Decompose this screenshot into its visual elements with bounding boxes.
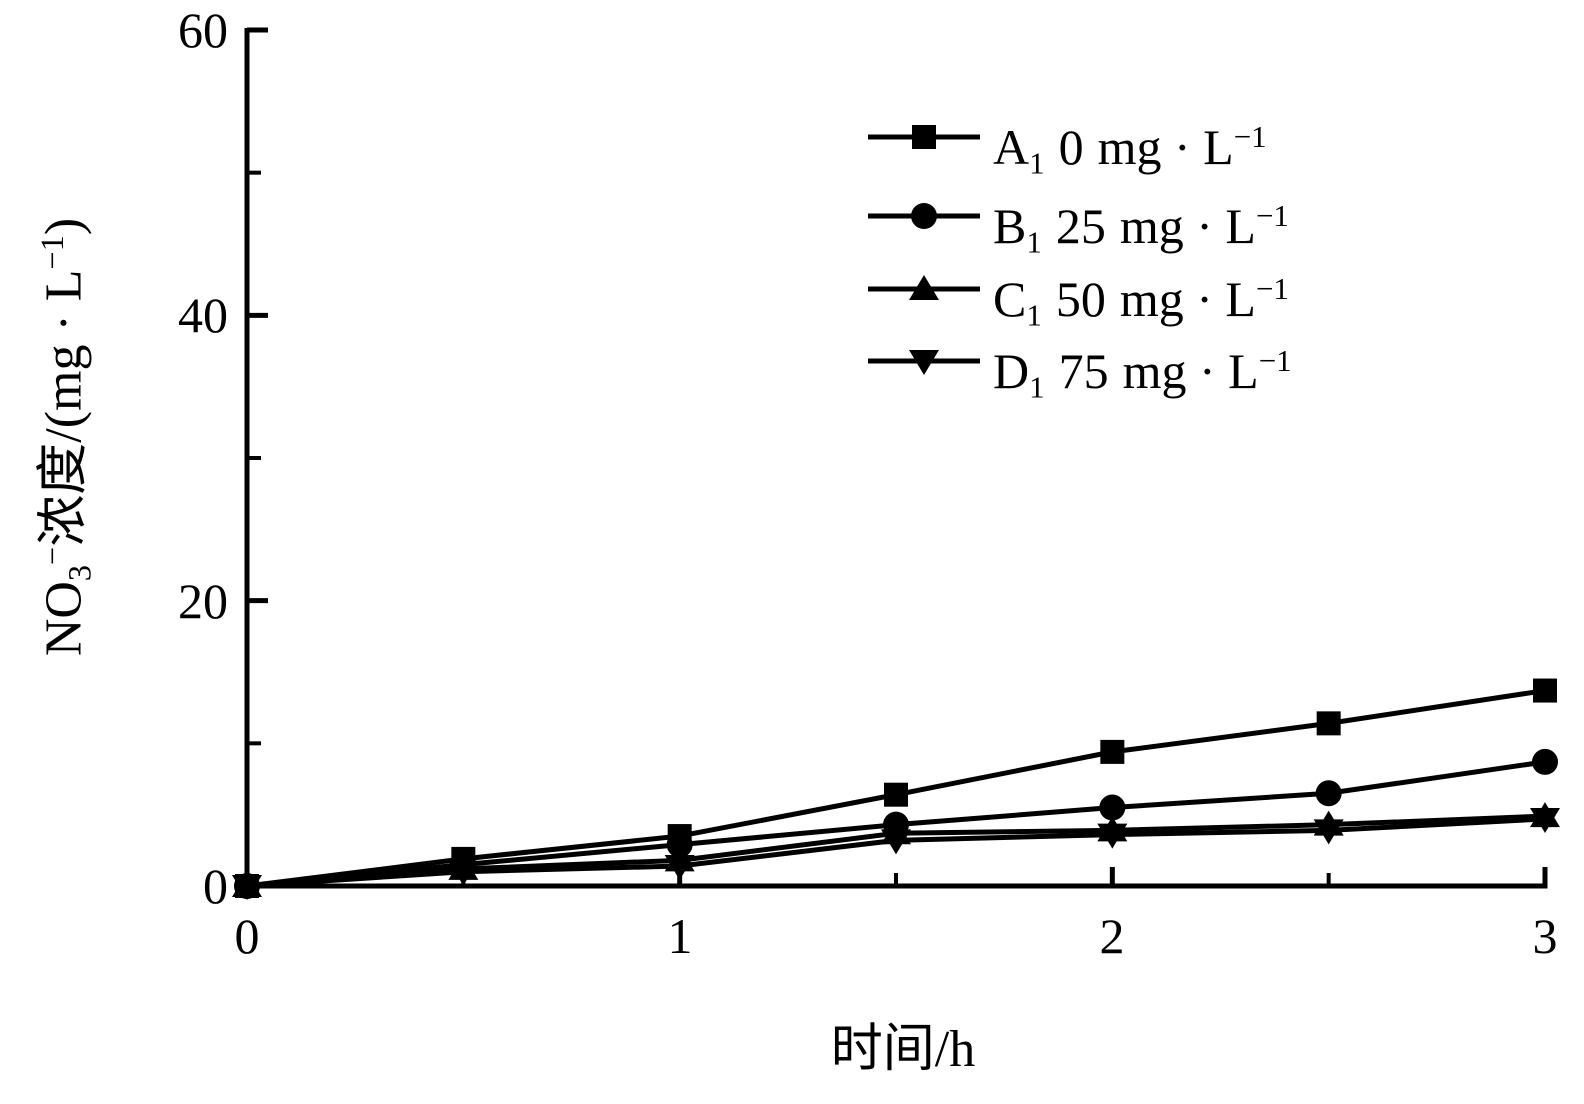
legend-marker-c1-triangle-up-icon (909, 275, 939, 300)
series-marker-b1-circle-icon (1532, 748, 1558, 775)
legend-series-subscript: 1 (1029, 369, 1045, 405)
y-title-unit-superscript: −1 (34, 235, 70, 270)
y-axis-tick-label-0: 0 (203, 858, 228, 914)
series-marker-d1-triangle-down-icon (448, 860, 479, 886)
y-axis-tick-label-40: 40 (178, 287, 228, 343)
x-axis-title: 时间/h (830, 1021, 976, 1078)
legend-unit: mg · L (1119, 271, 1256, 328)
legend-marker-d1-triangle-down-icon (909, 350, 939, 375)
legend-series-subscript: 1 (1026, 224, 1042, 260)
legend-unit-superscript: −1 (1255, 198, 1289, 233)
x-axis-tick-label-0: 0 (234, 908, 260, 964)
y-axis-tick-label-20: 20 (178, 573, 228, 629)
legend-item-d1: D1 75 mg · L−1 (993, 331, 1292, 417)
series-marker-a1-square-icon (884, 782, 908, 807)
series-marker-a1-square-icon (1316, 711, 1341, 736)
series-marker-d1-triangle-down-icon (232, 875, 262, 900)
y-title-close-paren: ) (35, 217, 93, 236)
series-marker-d1-triangle-down-icon (1097, 823, 1128, 849)
legend-amount: 50 (1055, 271, 1106, 328)
legend-series-subscript: 1 (1026, 297, 1042, 333)
legend-unit-superscript: −1 (1233, 119, 1267, 154)
legend-series-letter: C (993, 271, 1027, 328)
legend-item-a1: A1 0 mg · L−1 (993, 107, 1267, 193)
legend-amount: 75 (1058, 343, 1109, 400)
series-marker-d1-triangle-down-icon (664, 855, 695, 881)
series-marker-d1-triangle-down-icon (881, 829, 911, 855)
legend-marker-b1-circle-icon (911, 203, 937, 229)
legend-amount: 25 (1055, 198, 1106, 255)
series-marker-b1-circle-icon (1315, 780, 1342, 807)
series-marker-d1-triangle-down-icon (1313, 819, 1344, 845)
legend-item-b1: B1 25 mg · L−1 (993, 186, 1289, 272)
y-title-unit: 浓度/(mg · L (35, 269, 93, 547)
legend-marker-a1-square-icon (912, 125, 936, 149)
legend-series-letter: A (993, 119, 1030, 176)
legend-unit: mg · L (1119, 198, 1256, 255)
y-title-formula: NO (35, 581, 93, 657)
y-title-subscript: 3 (61, 564, 98, 582)
legend-series-letter: D (993, 343, 1030, 400)
series-marker-a1-square-icon (1100, 739, 1125, 764)
legend-unit-superscript: −1 (1255, 271, 1289, 306)
x-axis-tick-label-1: 1 (667, 908, 693, 964)
y-title-charge-superscript: − (34, 546, 70, 565)
legend-series-letter: B (993, 198, 1027, 255)
series-marker-b1-circle-icon (666, 831, 693, 858)
legend-unit: mg · L (1122, 343, 1259, 400)
y-axis-tick-label-60: 60 (178, 2, 228, 58)
series-marker-b1-circle-icon (1099, 794, 1126, 821)
legend-series-subscript: 1 (1029, 145, 1045, 181)
legend-amount: 0 (1058, 119, 1084, 176)
series-marker-a1-square-icon (1533, 678, 1557, 703)
legend-unit-superscript: −1 (1258, 343, 1292, 378)
x-axis-tick-label-2: 2 (1099, 908, 1125, 964)
x-axis-tick-label-3: 3 (1532, 908, 1558, 964)
legend-unit: mg · L (1097, 119, 1234, 176)
legend-item-c1: C1 50 mg · L−1 (993, 259, 1289, 345)
series-marker-d1-triangle-down-icon (1530, 807, 1560, 833)
y-axis-title: NO3−浓度/(mg · L−1) (20, 57, 97, 817)
